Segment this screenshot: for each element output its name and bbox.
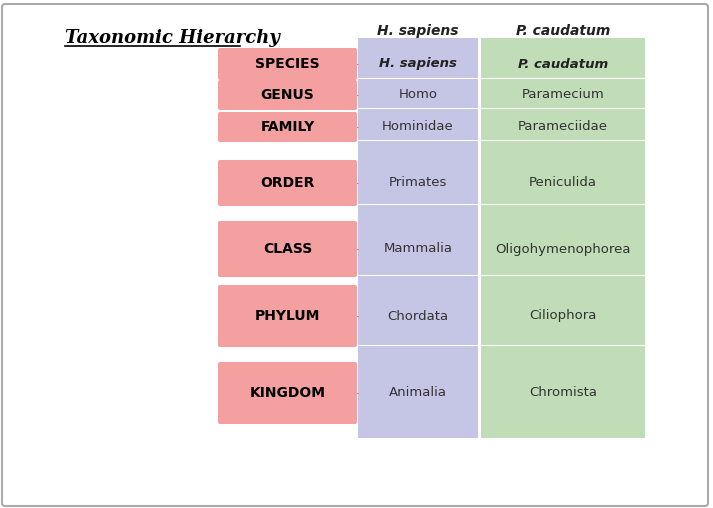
Text: KINGDOM: KINGDOM: [250, 386, 326, 400]
Text: Hominidae: Hominidae: [382, 120, 454, 134]
Text: Oligohymenophorea: Oligohymenophorea: [496, 242, 631, 256]
Text: Ciliophora: Ciliophora: [529, 309, 597, 323]
Text: SPECIES: SPECIES: [255, 57, 320, 71]
FancyBboxPatch shape: [481, 38, 645, 438]
Text: H. sapiens: H. sapiens: [379, 57, 457, 71]
FancyBboxPatch shape: [218, 362, 357, 424]
Text: Paramecium: Paramecium: [522, 88, 605, 102]
FancyBboxPatch shape: [218, 48, 357, 80]
Text: Primates: Primates: [389, 176, 447, 189]
FancyBboxPatch shape: [218, 112, 357, 142]
Text: Chromista: Chromista: [529, 387, 597, 399]
Text: GENUS: GENUS: [261, 88, 314, 102]
FancyBboxPatch shape: [218, 80, 357, 110]
FancyBboxPatch shape: [218, 160, 357, 206]
Text: H. sapiens: H. sapiens: [377, 24, 458, 38]
Text: CLASS: CLASS: [263, 242, 312, 256]
Text: Chordata: Chordata: [387, 309, 448, 323]
Text: Parameciidae: Parameciidae: [518, 120, 608, 134]
Text: PHYLUM: PHYLUM: [255, 309, 320, 323]
Text: Animalia: Animalia: [389, 387, 447, 399]
Text: ORDER: ORDER: [260, 176, 314, 190]
FancyBboxPatch shape: [358, 38, 478, 438]
Text: Homo: Homo: [399, 88, 438, 102]
Text: Mammalia: Mammalia: [384, 242, 453, 256]
Text: Peniculida: Peniculida: [529, 176, 597, 189]
FancyBboxPatch shape: [218, 221, 357, 277]
Text: P. caudatum: P. caudatum: [518, 57, 608, 71]
Text: P. caudatum: P. caudatum: [515, 24, 610, 38]
Text: FAMILY: FAMILY: [260, 120, 314, 134]
Text: Taxonomic Hierarchy: Taxonomic Hierarchy: [65, 29, 280, 47]
FancyBboxPatch shape: [218, 285, 357, 347]
